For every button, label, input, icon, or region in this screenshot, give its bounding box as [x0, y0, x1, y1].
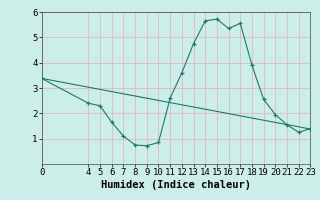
- X-axis label: Humidex (Indice chaleur): Humidex (Indice chaleur): [101, 180, 251, 190]
